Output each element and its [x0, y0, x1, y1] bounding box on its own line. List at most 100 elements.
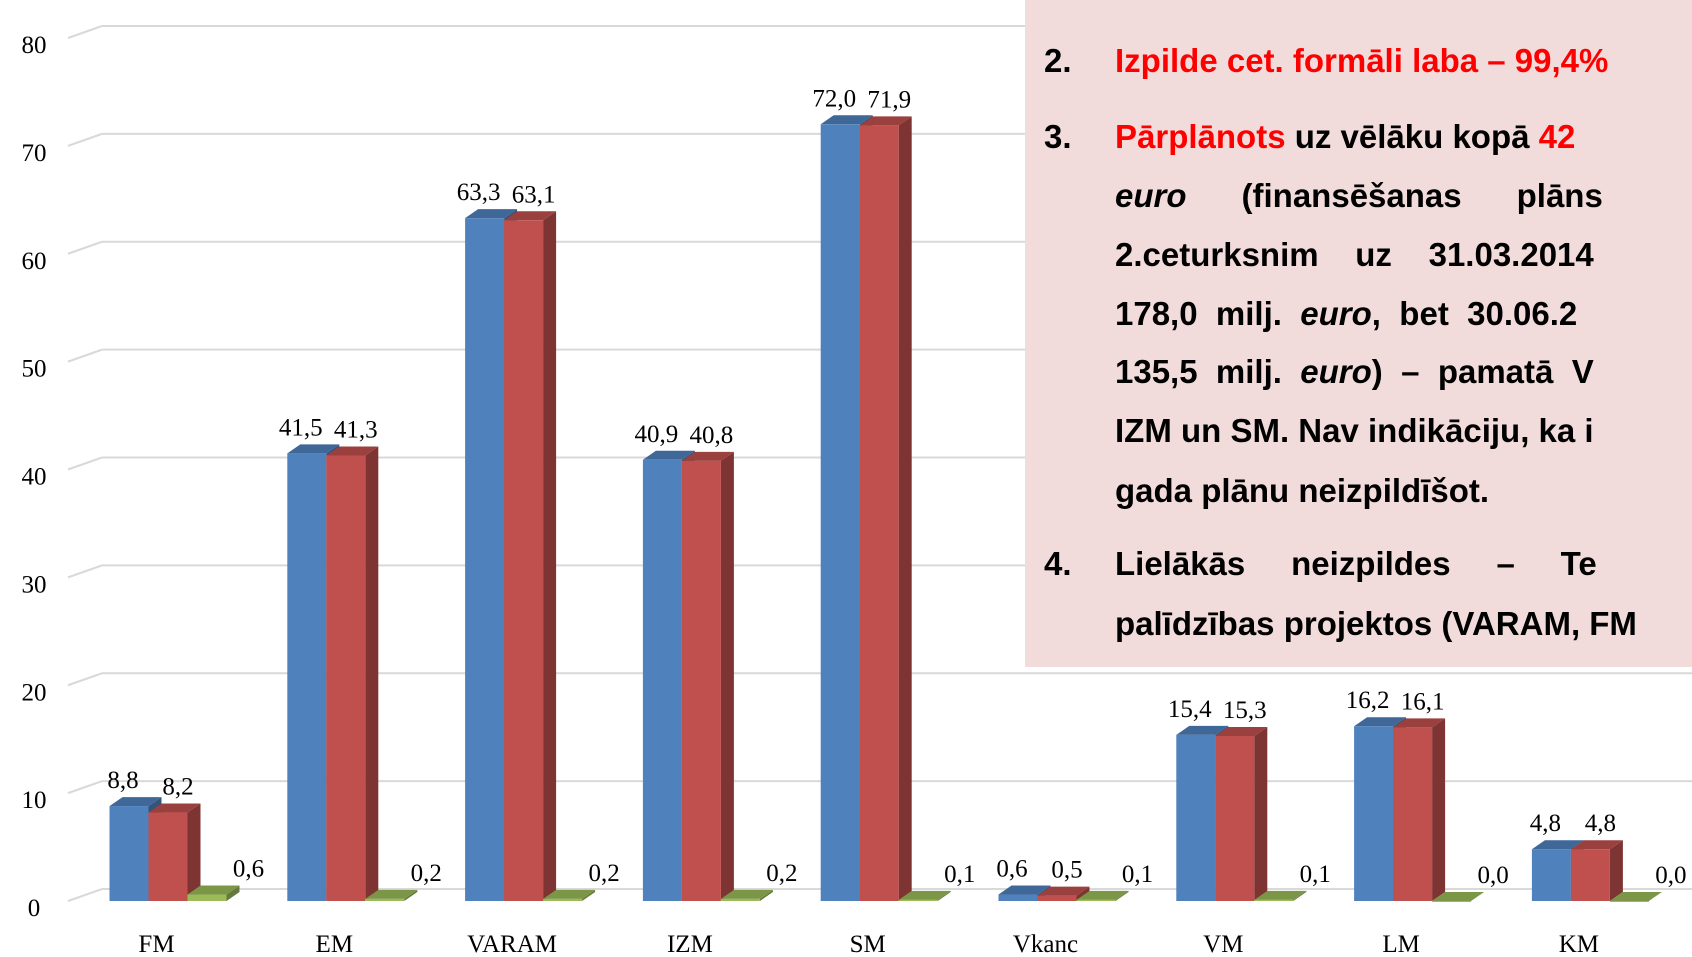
data-label: 41,5	[279, 414, 323, 441]
bar-side	[1254, 726, 1268, 901]
bar-top	[148, 803, 201, 813]
bar	[1037, 895, 1077, 901]
grid-line-depth	[67, 348, 103, 363]
bar	[859, 125, 899, 901]
data-label: 41,3	[334, 416, 378, 443]
data-label: 0,6	[996, 856, 1027, 883]
bar-top	[820, 115, 873, 125]
bar-top	[543, 889, 596, 899]
grid-line-depth	[67, 564, 103, 579]
bar-top	[1254, 890, 1307, 900]
text-segment: gada plānu neizpildīšot.	[1115, 472, 1489, 509]
data-label: 0,1	[1122, 861, 1153, 888]
bar-side	[759, 889, 773, 901]
bar	[465, 218, 505, 901]
bar	[1354, 726, 1394, 901]
y-tick-label: 60	[22, 248, 47, 275]
x-tick-label: Vkanc	[1013, 931, 1078, 957]
text-segment: Lielākās neizpildes – Te	[1115, 545, 1597, 582]
grid-line-depth	[67, 132, 103, 147]
data-label: 0,1	[1300, 861, 1331, 888]
bar	[1254, 899, 1294, 901]
bar	[1215, 735, 1255, 901]
data-label: 71,9	[867, 86, 911, 113]
bar-top	[504, 211, 557, 221]
data-label: 16,1	[1401, 688, 1445, 715]
text-segment: Pārplānots	[1115, 118, 1286, 155]
bar-top	[287, 444, 340, 454]
bar-top	[326, 446, 379, 456]
data-label: 0,6	[233, 856, 264, 883]
text-segment: , bet 30.06.2	[1372, 295, 1577, 332]
text-line: 135,5 milj. euro) – pamatā V	[1115, 353, 1594, 390]
data-label: 8,2	[162, 774, 193, 801]
grid-line-depth	[67, 456, 103, 471]
text-segment: 42	[1539, 118, 1576, 155]
bar	[720, 898, 760, 901]
bar-side	[582, 889, 596, 901]
bar-top	[1570, 840, 1623, 850]
text-line: IZM un SM. Nav indikāciju, ka i	[1115, 412, 1594, 449]
text-segment: ) – pamatā V	[1372, 353, 1594, 390]
grid-line-depth	[67, 672, 103, 687]
x-tick-label: LM	[1382, 931, 1420, 957]
text-line: Izpilde cet. formāli laba – 99,4%	[1115, 42, 1608, 79]
bar-side	[1293, 890, 1307, 901]
data-label: 0,0	[1477, 862, 1508, 889]
bar	[642, 459, 682, 901]
y-tick-label: 0	[28, 895, 41, 922]
grid-line-depth	[67, 25, 103, 39]
bar-top	[1215, 726, 1268, 736]
item-number: 2.	[1044, 42, 1072, 79]
bar-side	[187, 803, 201, 901]
data-label: 0,1	[944, 861, 975, 888]
y-tick-label: 70	[22, 140, 47, 167]
x-tick-label: VM	[1203, 931, 1243, 957]
bar-top	[1609, 892, 1662, 901]
bar-top	[1037, 886, 1090, 896]
text-box-content: 2. Izpilde cet. formāli laba – 99,4% 3. Pār…	[1044, 42, 1637, 642]
item-number: 3.	[1044, 118, 1072, 155]
bar	[1432, 901, 1472, 902]
bar	[998, 894, 1038, 901]
bar-top	[465, 209, 518, 219]
bar-side	[404, 889, 418, 901]
bar-side	[1076, 886, 1090, 901]
bar	[287, 453, 327, 901]
bar-side	[1609, 840, 1623, 901]
bar	[365, 898, 405, 901]
bar	[1076, 899, 1116, 901]
text-line: palīdzības projektos (VARAM, FM	[1115, 605, 1637, 642]
data-label: 40,9	[635, 421, 679, 448]
bar	[1393, 727, 1433, 901]
bar	[1570, 849, 1610, 901]
y-tick-label: 80	[22, 32, 47, 59]
bar-top	[109, 797, 162, 807]
item-number: 4.	[1044, 545, 1072, 582]
text-segment: euro	[1300, 353, 1372, 390]
bar-top	[898, 890, 951, 900]
data-label: 0,2	[588, 860, 619, 887]
bar-side	[1115, 890, 1129, 901]
bar-top	[720, 889, 773, 899]
bar	[504, 220, 544, 902]
bar-top	[187, 885, 240, 895]
text-line: Lielākās neizpildes – Te	[1115, 545, 1597, 582]
text-line: Pārplānots uz vēlāku kopā 42	[1115, 118, 1575, 155]
grid-line-depth	[67, 888, 103, 902]
bar	[326, 455, 366, 901]
y-tick-label: 30	[22, 571, 47, 598]
data-label: 0,2	[411, 860, 442, 887]
data-label: 4,8	[1585, 810, 1616, 837]
bar-top	[642, 450, 695, 460]
bar-side	[720, 451, 734, 901]
text-segment: formāli laba – 99,4%	[1293, 42, 1608, 79]
bar-top	[859, 116, 912, 126]
bar	[820, 124, 860, 902]
text-segment: IZM un SM. Nav indikāciju, ka i	[1115, 412, 1594, 449]
bar-top	[1354, 717, 1407, 727]
x-tick-label: EM	[316, 931, 354, 957]
text-segment: uz vēlāku kopā	[1286, 118, 1539, 155]
bar-top	[1432, 892, 1485, 901]
text-segment: palīdzības projektos (VARAM, FM	[1115, 605, 1637, 642]
